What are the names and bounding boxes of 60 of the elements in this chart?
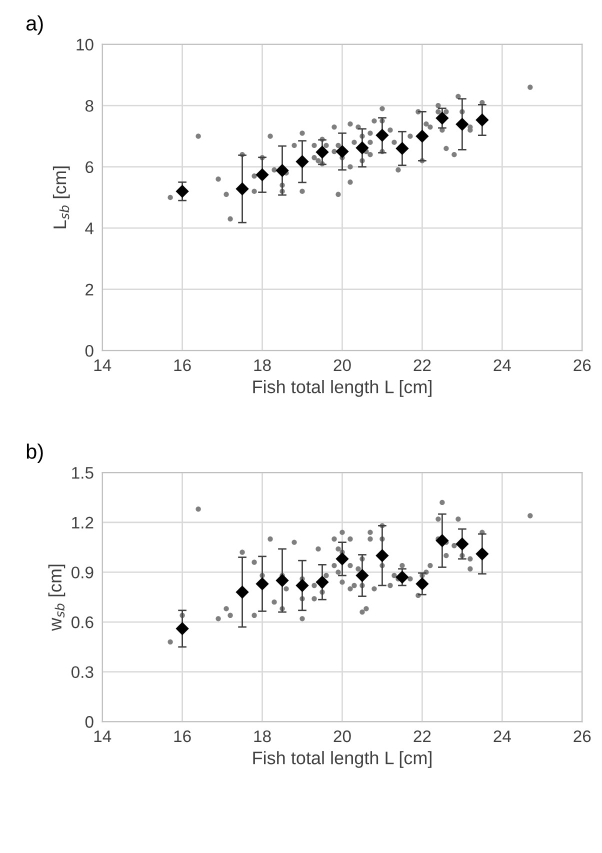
x-tick-label: 18 bbox=[254, 730, 271, 742]
x-tick-label: 26 bbox=[574, 359, 591, 372]
x-tick-label: 20 bbox=[334, 359, 351, 372]
point bbox=[416, 577, 429, 590]
point bbox=[236, 182, 249, 196]
point bbox=[456, 118, 469, 131]
x-tick-label: 18 bbox=[254, 359, 271, 372]
y-tick-label: 0.9 bbox=[71, 566, 94, 578]
point bbox=[456, 537, 469, 551]
point bbox=[276, 574, 289, 588]
y-tick-label: 0.6 bbox=[71, 616, 94, 628]
point bbox=[376, 128, 389, 142]
point bbox=[176, 622, 189, 636]
y-tick-label: 0 bbox=[85, 716, 94, 728]
y-tick-label: 1.2 bbox=[72, 516, 94, 528]
x-tick-label: 14 bbox=[94, 360, 112, 371]
chart-title: b) bbox=[26, 444, 43, 463]
x-tick-label: 16 bbox=[174, 359, 191, 372]
point bbox=[256, 168, 269, 182]
point bbox=[296, 155, 309, 168]
x-tick-label: 16 bbox=[174, 730, 191, 742]
y-tick-label: 2 bbox=[86, 284, 94, 296]
point bbox=[316, 146, 329, 159]
point bbox=[476, 113, 489, 127]
x-tick-label: 26 bbox=[574, 730, 591, 742]
point bbox=[376, 549, 389, 562]
x-tick-label: 22 bbox=[414, 359, 431, 371]
point bbox=[316, 576, 329, 589]
point bbox=[336, 552, 349, 566]
point bbox=[176, 184, 189, 198]
x-tick-label: 22 bbox=[414, 730, 431, 742]
x-axis-title: Fish total length L [cm] bbox=[253, 751, 432, 768]
y-axis-title: w$_{sb}$ [cm] bbox=[48, 564, 66, 631]
point bbox=[296, 578, 309, 592]
point bbox=[396, 142, 409, 156]
x-tick-label: 14 bbox=[94, 730, 112, 742]
chart-title: a) bbox=[26, 15, 43, 35]
x-tick-label: 24 bbox=[494, 730, 511, 742]
y-tick-label: 0 bbox=[85, 344, 94, 357]
point bbox=[356, 141, 369, 154]
point bbox=[436, 112, 449, 125]
point bbox=[256, 577, 269, 590]
y-tick-label: 1.5 bbox=[72, 467, 94, 479]
x-tick-label: 20 bbox=[334, 730, 351, 742]
y-tick-label: 8 bbox=[85, 100, 94, 112]
point bbox=[416, 130, 429, 143]
point bbox=[476, 547, 489, 561]
y-axis-title: L$_{sb}$ [cm] bbox=[52, 166, 70, 228]
point bbox=[276, 164, 289, 178]
point bbox=[336, 144, 349, 158]
y-tick-label: 10 bbox=[76, 38, 94, 51]
point bbox=[396, 570, 409, 584]
x-axis-title: Fish total length L [cm] bbox=[253, 380, 432, 397]
y-tick-label: 6 bbox=[86, 161, 94, 174]
point bbox=[356, 568, 369, 582]
y-tick-label: 0.3 bbox=[71, 666, 94, 678]
x-tick-label: 24 bbox=[494, 359, 511, 371]
y-tick-label: 4 bbox=[85, 222, 94, 234]
point bbox=[236, 586, 249, 599]
point bbox=[436, 534, 449, 548]
